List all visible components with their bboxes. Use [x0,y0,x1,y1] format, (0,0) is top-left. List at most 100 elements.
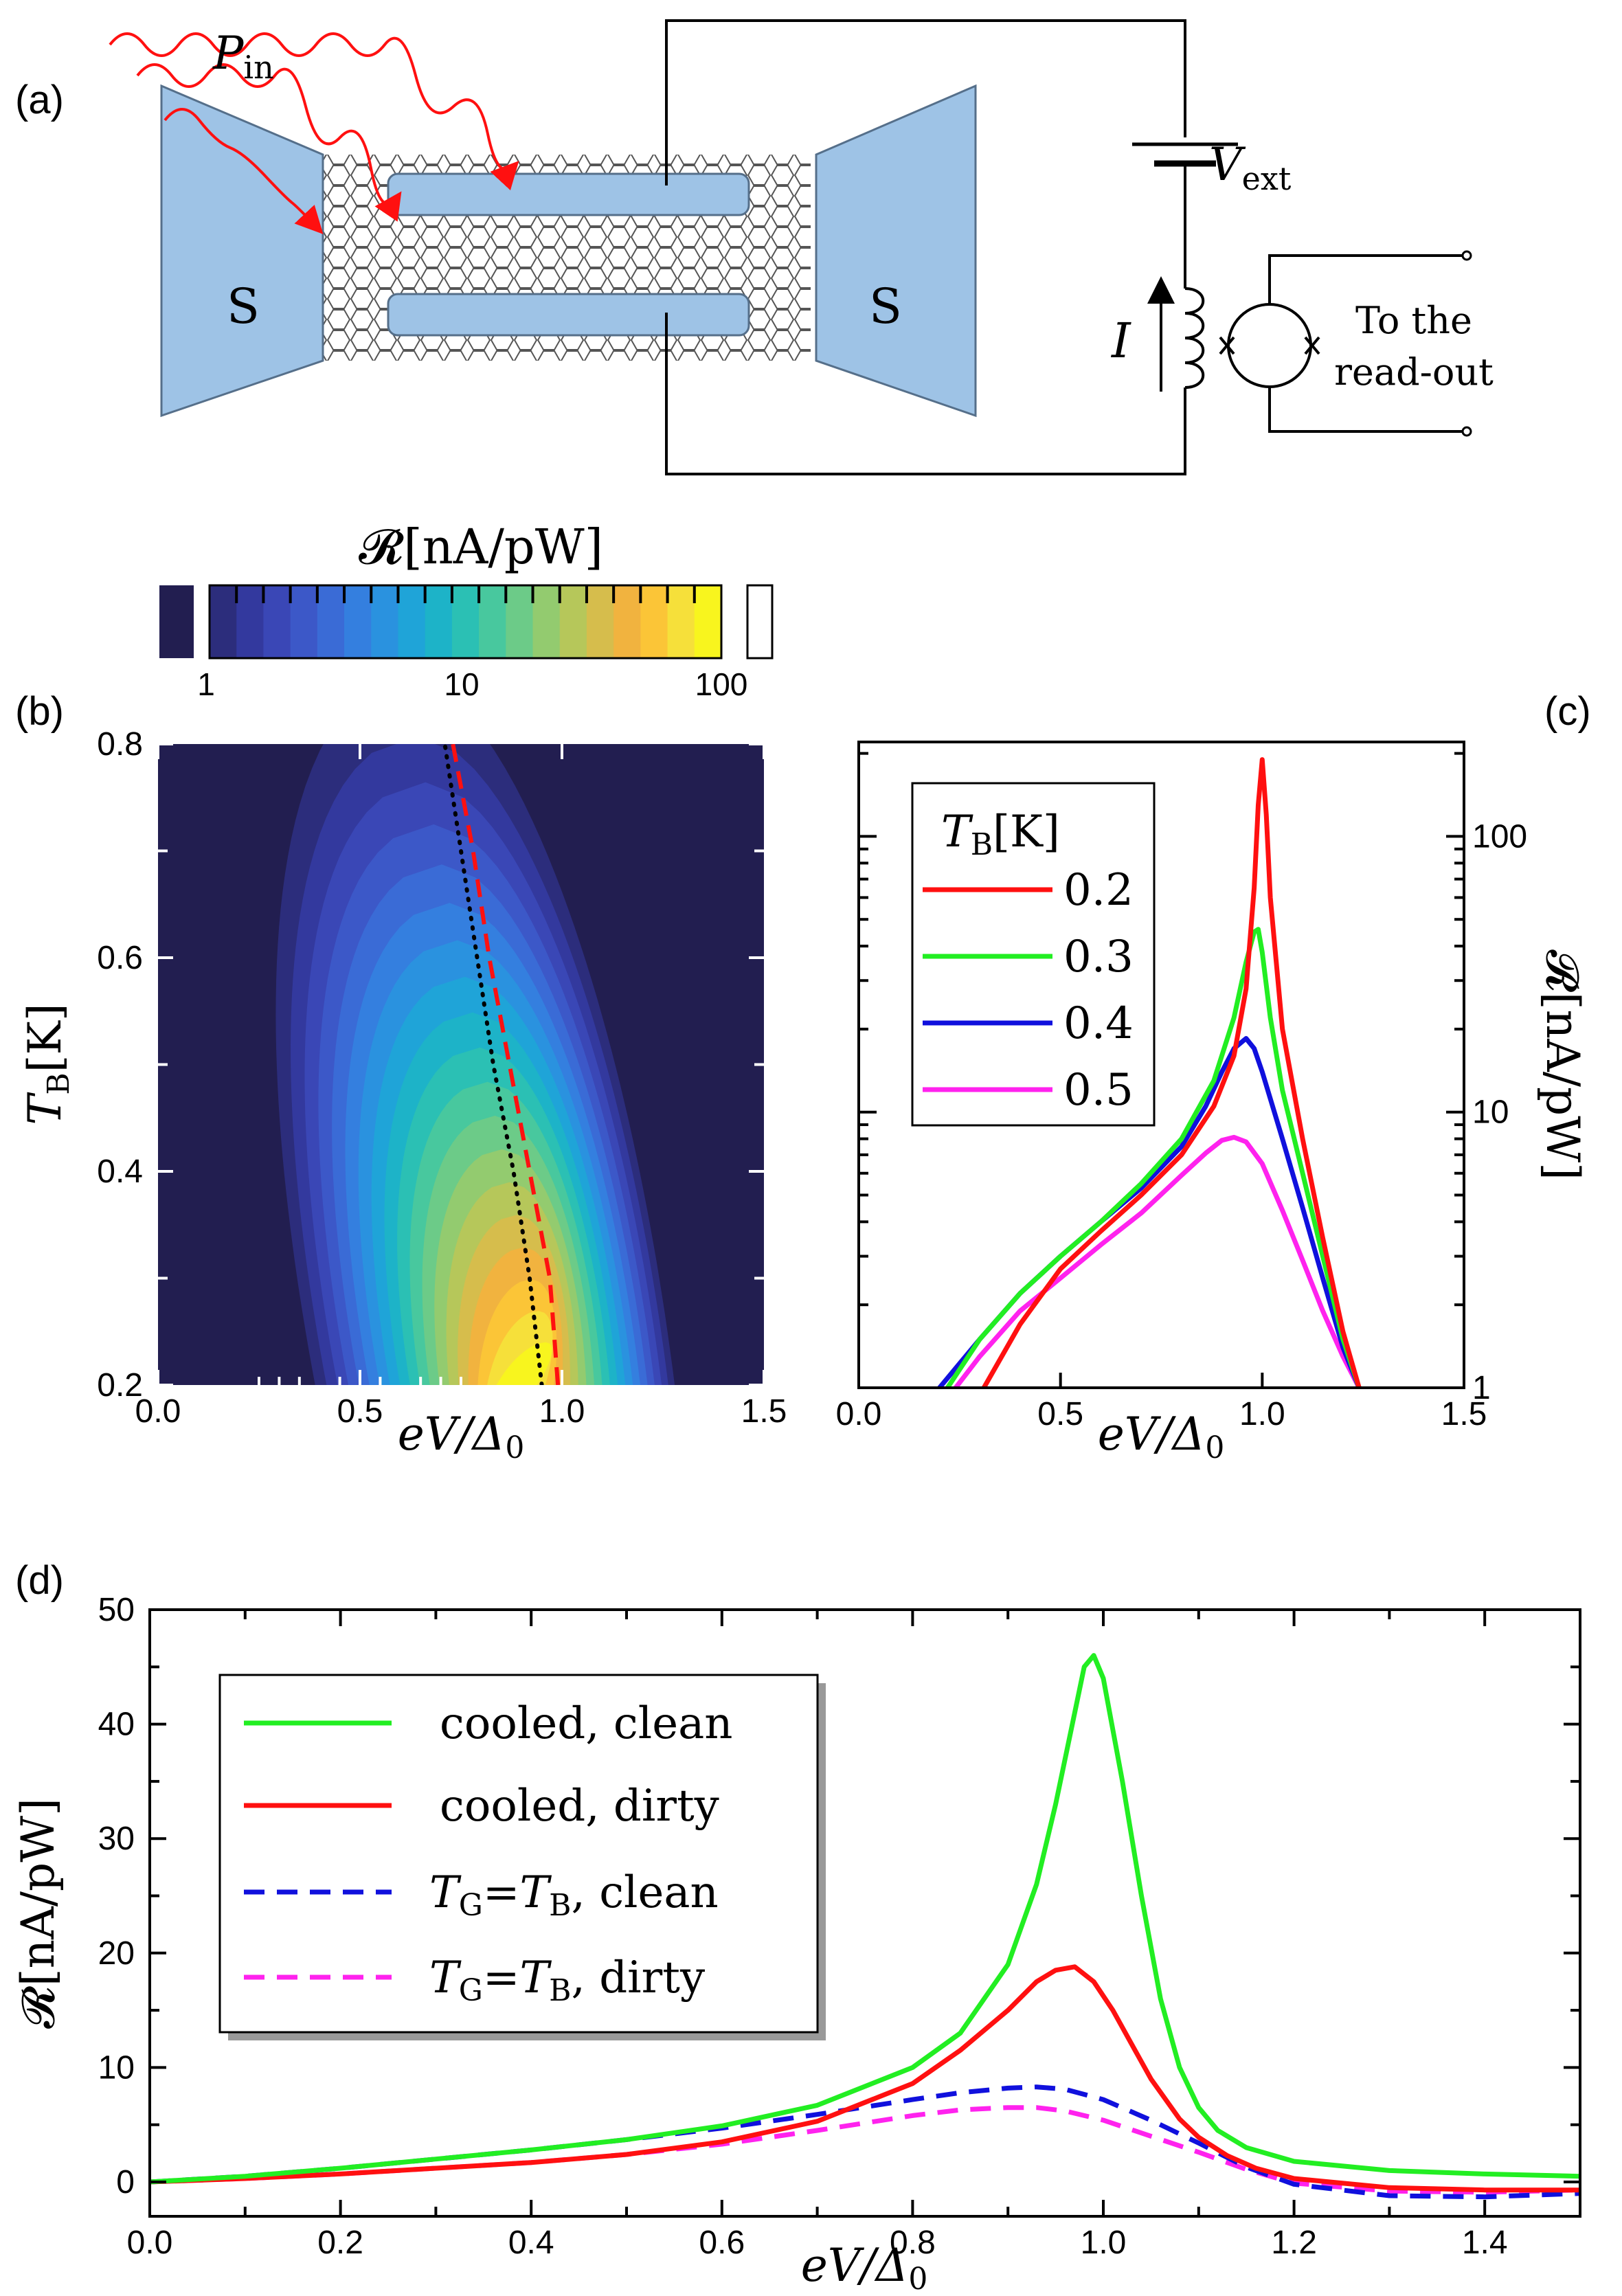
junction-right-icon [1304,336,1320,355]
colorbar-level-4 [317,585,345,658]
colorbar-level-10 [479,585,506,658]
colorbar-level-11 [506,585,534,658]
b-xlabel: eV/Δ0 [398,1408,525,1465]
c-xtick-label: 1.0 [1239,1396,1285,1432]
c-ticks: 0.0 0.5 1.0 1.51 10 100 [836,752,1527,1432]
colorbar-level-12 [532,585,561,658]
b-xtick-label: 1.0 [539,1393,585,1430]
colorbar-tick-100: 100 [695,666,748,702]
b-xtick-label: 0.0 [135,1393,181,1430]
colorbar-level-18 [694,585,722,658]
electrode-top [387,172,750,216]
p-in-label: Pin [212,27,274,86]
colorbar-level-15 [613,585,641,658]
c-ytick-label: 100 [1472,818,1527,855]
d-legend-label-4: TG=TB, dirty [429,1952,705,2008]
d-ytick-label: 10 [98,2049,135,2086]
superconductor-left [160,84,324,418]
current-label: I [1110,313,1131,369]
d-xtick-label: 0.4 [508,2225,554,2261]
panel-d: (d) 0.0 0.2 0.4 0.6 0.8 1.0 1.2 1.401020304050 … [12,1558,1581,2296]
panel-label-c: (c) [1544,689,1591,734]
colorbar-level-7 [398,585,426,658]
d-series-3 [150,2105,1580,2195]
colorbar-level-0 [210,585,237,658]
d-ytick-label: 30 [98,1821,135,1857]
c-legend-label-0.3: 0.3 [1063,932,1134,982]
colorbar-label: 𝓡[nA/pW] [359,519,603,575]
radiation-wave-2 [136,63,402,222]
d-ticks: 0.0 0.2 0.4 0.6 0.8 1.0 1.2 1.4 0 10 20 30 40 50 [98,1592,1581,2261]
c-series [937,757,1362,1388]
colorbar-tick-10: 10 [444,666,479,702]
radiation-wave-3 [164,108,324,234]
schematic: (a) S S Vext I To the read-out [15,19,1494,475]
c-legend: TB[K] 0.2 0.3 0.4 0.5 [911,782,1156,1127]
b-ytick-label: 0.2 [97,1367,143,1404]
d-xtick-label: 1.0 [1081,2225,1127,2261]
dotted-line [442,744,544,1385]
colorbar-tick-1: 1 [197,666,215,702]
colorbar-frame [208,584,723,660]
d-xlabel: eV/Δ0 [801,2239,928,2296]
junction-left-icon [1219,336,1235,355]
c-axes-frame [857,741,1465,1389]
colorbar-level-16 [640,585,668,658]
b-xtick-label: 1.5 [741,1393,787,1430]
panel-label-b: (b) [15,689,64,734]
squid-loop [1227,303,1312,388]
colorbar-level-5 [344,585,372,658]
heatmap-contours [275,744,675,1385]
d-legend-box [218,1674,819,2034]
d-legend-label-2: cooled, dirty [440,1781,719,1832]
heatmap-ticks: 0.0 0.5 1.0 1.5 0.2 0.4 0.6 0.8 [97,726,787,1430]
terminal-top [1461,250,1472,261]
superconductor-right [815,84,977,418]
b-ytick-label: 0.6 [97,940,143,976]
electrode-bottom [387,293,750,337]
d-xtick-label: 0.8 [890,2225,936,2261]
d-ytick-label: 20 [98,1935,135,1972]
terminal-bottom [1461,426,1472,437]
inductor-coil [1184,287,1205,389]
c-xtick-label: 1.5 [1441,1396,1487,1432]
readout-wire-top [1268,254,1463,304]
v-ext-label: Vext [1209,138,1292,197]
b-ylabel: TB[K] [19,1003,76,1125]
wire-bottom [665,313,1186,475]
c-legend-label-0.2: 0.2 [1063,865,1134,916]
d-xtick-label: 1.2 [1271,2225,1317,2261]
c-legend-label-0.4: 0.4 [1063,998,1134,1049]
c-legend-label-0.5: 0.5 [1063,1065,1134,1116]
d-xtick-label: 0.6 [699,2225,745,2261]
b-ytick-label: 0.4 [97,1153,143,1190]
d-legend-label-3: TG=TB, clean [429,1867,719,1923]
c-ylabel: 𝓡[nA/pW] [1536,949,1589,1180]
c-xtick-label: 0.0 [836,1396,882,1432]
colorbar-level-3 [290,585,318,658]
panel-b: (b) 0.0 0.5 1.0 1.5 0.2 0.4 0.6 0.8 eV/Δ0 TB[K] [15,689,787,1465]
readout-label-1: To the [1355,299,1472,342]
panel-label-a: (a) [15,78,64,122]
d-series-1 [150,1964,1580,2193]
colorbar: 𝓡[nA/pW] 1 10 100 [159,519,774,702]
panel-c: (c) 0.0 0.5 1.0 1.51 10 100 eV/Δ0 𝓡[nA/pW] TB… [836,689,1591,1465]
colorbar-level-1 [236,585,264,658]
colorbar-level-13 [559,585,587,658]
c-xlabel: eV/Δ0 [1098,1408,1225,1465]
s-left-label: S [227,278,260,335]
d-legend: cooled, clean cooled, dirty TG=TB, clean… [218,1674,826,2040]
d-series-0 [150,1653,1580,2185]
d-xtick-label: 0.2 [317,2225,363,2261]
d-xtick-label: 1.4 [1462,2225,1508,2261]
readout-label-2: read-out [1334,350,1494,394]
d-ytick-label: 0 [116,2164,135,2201]
c-ytick-label: 1 [1472,1370,1491,1406]
heatmap-overlays [442,744,561,1385]
readout-wire-bottom [1268,387,1463,433]
c-legend-title: TB[K] [941,807,1060,862]
colorbar-levels [210,585,722,658]
colorbar-level-9 [451,585,480,658]
colorbar-level-6 [371,585,399,658]
